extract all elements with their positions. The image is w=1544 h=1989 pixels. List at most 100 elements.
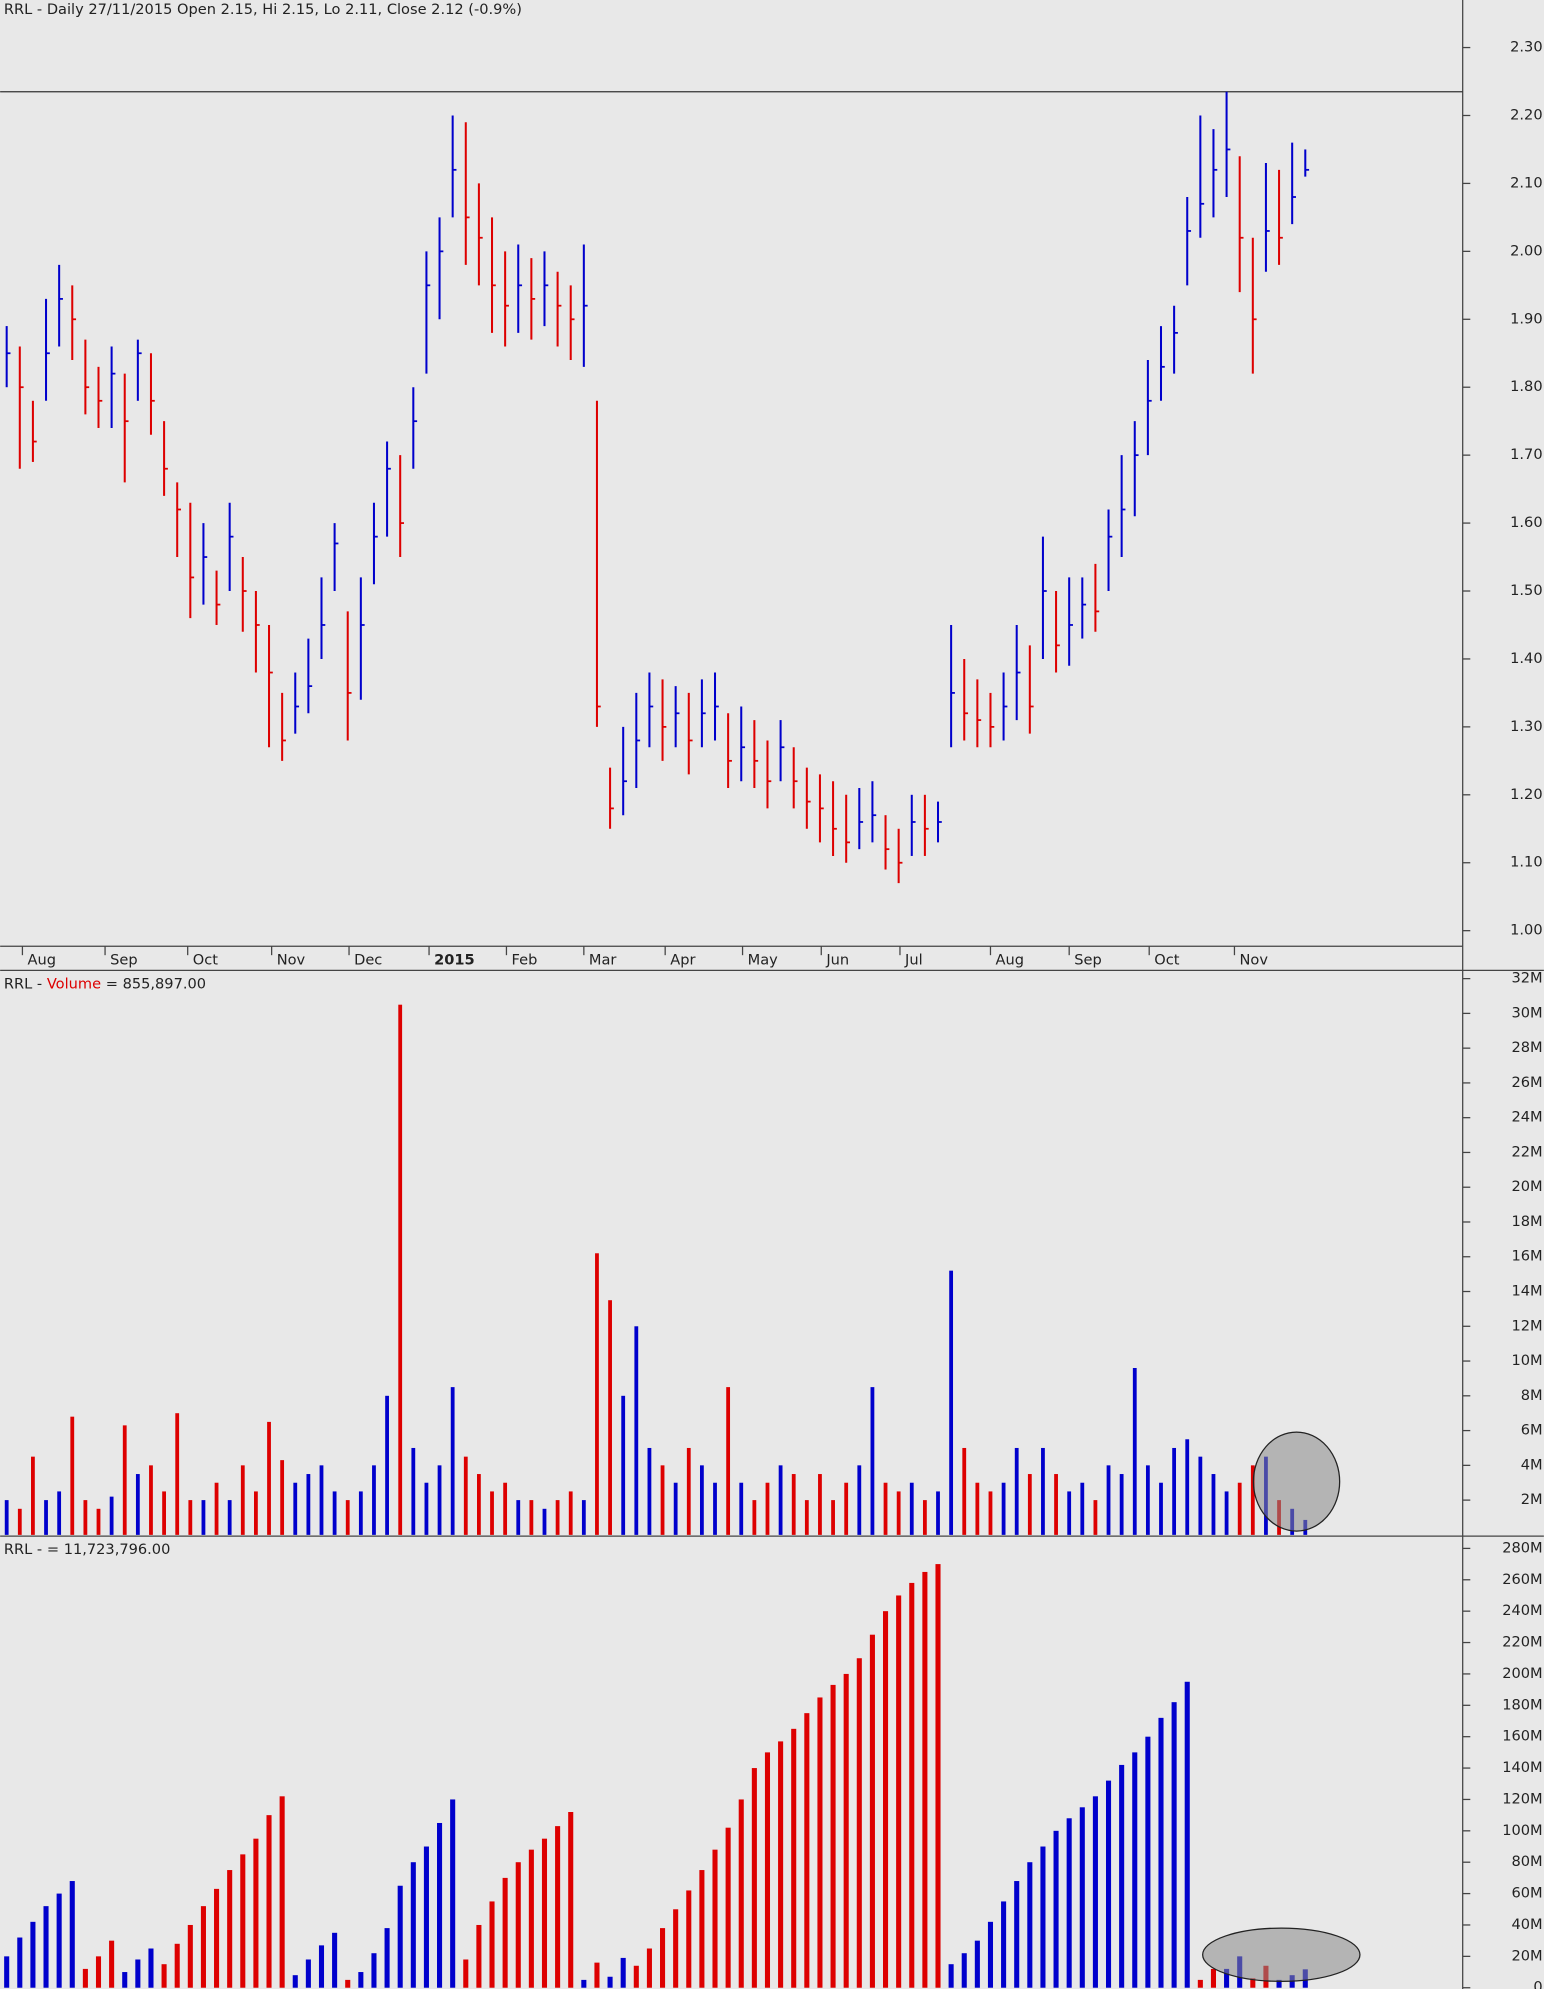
- volume-bar: [1159, 1482, 1163, 1535]
- volume-bar: [476, 1474, 481, 1535]
- volume-bar: [713, 1482, 717, 1535]
- y-tick-label: 1.60: [1510, 514, 1542, 531]
- volume-bar: [1119, 1474, 1124, 1535]
- volume-bar: [1172, 1447, 1177, 1535]
- volume-bar: [844, 1482, 849, 1535]
- cumulative-bar: [948, 1964, 954, 1988]
- volume-bar: [555, 1500, 560, 1535]
- y-tick-label: 280M: [1502, 1539, 1542, 1556]
- cumulative-bar: [660, 1928, 666, 1988]
- cumulative-bar: [1224, 1968, 1230, 1988]
- y-tick-label: 12M: [1511, 1317, 1542, 1334]
- volume-bar: [1224, 1491, 1229, 1535]
- volume-bar: [254, 1491, 258, 1535]
- cumulative-bar: [843, 1673, 849, 1988]
- y-tick-label: 24M: [1511, 1109, 1542, 1126]
- volume-bar: [240, 1465, 245, 1535]
- x-tick-label: Dec: [354, 951, 382, 968]
- y-tick-label: 200M: [1502, 1665, 1542, 1682]
- x-tick-label: Feb: [512, 951, 538, 968]
- y-tick-label: 100M: [1502, 1822, 1542, 1839]
- volume-bar: [516, 1500, 521, 1535]
- cumulative-bar: [961, 1953, 967, 1988]
- volume-bar: [634, 1326, 639, 1535]
- volume-bar: [1106, 1465, 1111, 1535]
- cumulative-bar: [1079, 1807, 1085, 1988]
- cumulative-bar: [1119, 1764, 1125, 1988]
- volume-bar: [463, 1456, 468, 1535]
- volume-bar: [1132, 1368, 1137, 1535]
- x-tick-label: Oct: [1154, 951, 1179, 968]
- volume-bar: [293, 1482, 298, 1535]
- cumulative-bar: [82, 1968, 88, 1988]
- cumulative-bar: [607, 1976, 613, 1988]
- cumulative-bar: [764, 1752, 771, 1988]
- cumulative-bar: [1276, 1979, 1282, 1988]
- x-tick-label: 2015: [434, 951, 475, 968]
- y-tick-label: 140M: [1502, 1759, 1542, 1776]
- volume-bar: [31, 1456, 35, 1535]
- volume-bar: [1093, 1500, 1098, 1535]
- y-tick-label: 6M: [1521, 1422, 1543, 1439]
- volume-bar: [17, 1508, 22, 1535]
- volume-bar: [686, 1447, 691, 1535]
- y-tick-label: 1.80: [1510, 378, 1542, 395]
- volume-bar: [162, 1491, 166, 1535]
- cumulative-bar: [1105, 1780, 1112, 1988]
- volume-bar: [1054, 1474, 1058, 1535]
- y-tick-label: 1.70: [1510, 446, 1542, 463]
- cumulative-bar: [1027, 1862, 1033, 1988]
- cumulative-bar: [423, 1846, 429, 1988]
- volume-bar: [175, 1413, 180, 1535]
- volume-bar: [922, 1500, 927, 1535]
- cumulative-bar: [712, 1849, 718, 1988]
- volume-bar: [529, 1500, 534, 1535]
- highlight-circle: [1202, 1927, 1361, 1983]
- cumulative-bar: [555, 1826, 561, 1988]
- volume-bar: [96, 1508, 101, 1535]
- y-tick-label: 20M: [1511, 1178, 1542, 1195]
- cumulative-bar: [1145, 1736, 1151, 1988]
- cumulative-bar: [1014, 1881, 1020, 1988]
- cumulative-bar: [358, 1972, 364, 1988]
- cumulative-bar: [882, 1611, 889, 1988]
- volume-bar: [804, 1500, 809, 1535]
- x-tick-label: Mar: [589, 951, 617, 968]
- cumulative-bar: [830, 1684, 836, 1988]
- y-tick-label: 14M: [1511, 1283, 1542, 1300]
- volume-bar: [595, 1253, 599, 1535]
- volume-bar: [83, 1500, 88, 1535]
- cumulative-bar: [187, 1924, 193, 1988]
- cumulative-bar: [109, 1940, 115, 1988]
- cumulative-bar: [305, 1959, 311, 1988]
- volume-bar: [739, 1482, 744, 1535]
- volume-bar: [372, 1465, 376, 1535]
- volume-bar: [1198, 1456, 1203, 1535]
- cumulative-bar: [200, 1906, 206, 1988]
- cumulative-bar: [1250, 1978, 1256, 1988]
- volume-bar: [1080, 1482, 1085, 1535]
- cumulative-bar: [1158, 1717, 1164, 1988]
- cumulative-bar: [1053, 1830, 1059, 1988]
- x-tick-label: Nov: [277, 951, 306, 968]
- volume-bar: [503, 1482, 508, 1535]
- cumulative-bar: [95, 1956, 102, 1988]
- cumulative-bar: [122, 1972, 128, 1988]
- cumulative-bar: [332, 1932, 338, 1988]
- y-tick-label: 4M: [1521, 1456, 1543, 1473]
- y-tick-label: 2.30: [1510, 39, 1542, 56]
- cumulative-bar: [1001, 1901, 1007, 1988]
- volume-bar: [909, 1482, 914, 1535]
- volume-bar: [1041, 1447, 1045, 1535]
- volume-bar: [358, 1491, 363, 1535]
- cumulative-bar: [935, 1564, 941, 1988]
- volume-bar: [988, 1491, 993, 1535]
- cumulative-title: RRL - = 11,723,796.00: [4, 1541, 170, 1558]
- volume-bar: [1211, 1474, 1216, 1535]
- volume-bar: [1027, 1474, 1032, 1535]
- cumulative-bar: [489, 1901, 495, 1988]
- x-tick-label: Sep: [1074, 951, 1101, 968]
- volume-bar: [149, 1465, 153, 1535]
- volume-bar: [1067, 1491, 1072, 1535]
